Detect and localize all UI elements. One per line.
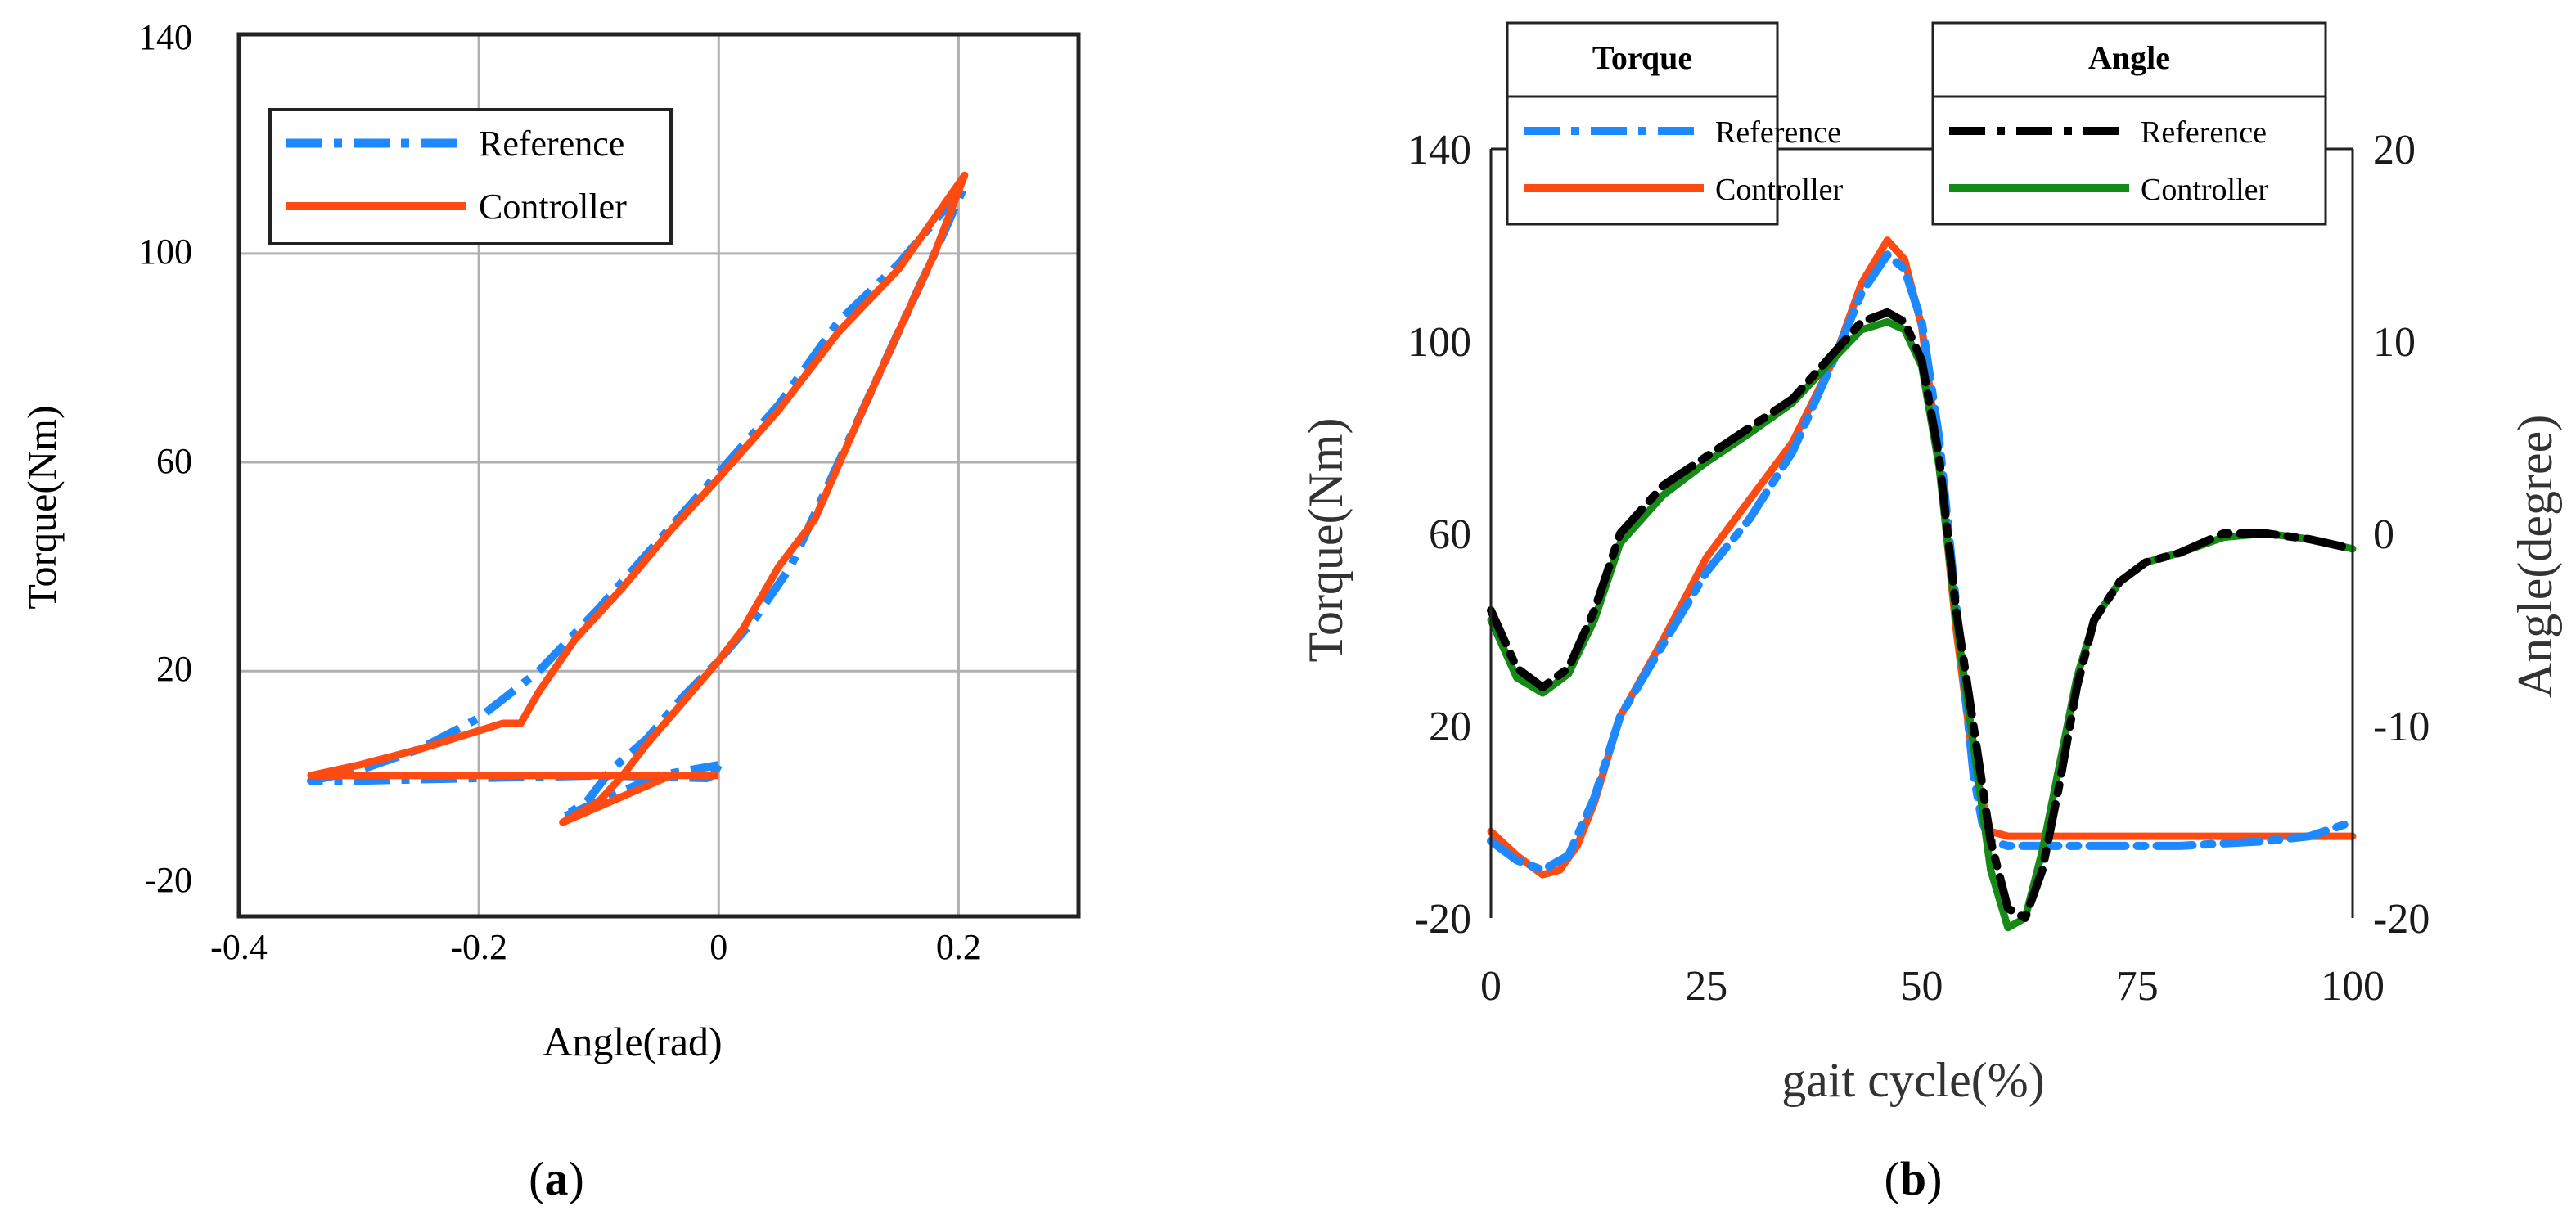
panel-b-y2-tick-label: 20: [2373, 127, 2416, 173]
panel-a-legend-reference-label: Reference: [479, 124, 624, 164]
panel-a-y-tick-label: 100: [138, 232, 192, 272]
panel-b-legend-angle-reference-label: Reference: [2141, 115, 2267, 150]
panel-b-y2-tick-label: -10: [2373, 704, 2430, 750]
panel-b-caption: (b): [1885, 1152, 1943, 1205]
panel-a-y-tick-label: 60: [156, 441, 192, 481]
panel-b-legend-angle-title: Angle: [2088, 39, 2170, 76]
panel-b-legend-torque-reference-label: Reference: [1715, 115, 1841, 150]
panel-b-x-tick-labels: 0 25 50 75 100: [1480, 963, 2385, 1010]
panel-a-y-tick-labels: -20 20 60 100 140: [138, 17, 192, 900]
panel-a-lines: [306, 171, 969, 826]
panel-b-series-torque-reference: [1487, 250, 2357, 875]
panel-b-x-tick-label: 50: [1901, 963, 1943, 1010]
panel-b-legend-angle: Angle Reference Controller: [1931, 21, 2327, 226]
panel-a-x-tick-label: -0.4: [210, 927, 268, 967]
panel-b-series-torque-controller: [1487, 236, 2357, 879]
panel-a-series-controller: [307, 171, 969, 826]
panel-b-x-axis-label: gait cycle(%): [1781, 1053, 2044, 1107]
panel-b-x-tick-label: 25: [1685, 963, 1727, 1010]
panel-b-y-tick-label: 140: [1407, 127, 1471, 173]
panel-a-legend-box: [268, 108, 673, 245]
panel-b-y-tick-label: 100: [1407, 319, 1471, 366]
panel-a-x-tick-label: 0.2: [936, 927, 981, 967]
panel-a-caption: (a): [529, 1152, 584, 1205]
panel-b-x-tick-label: 100: [2321, 963, 2385, 1010]
panel-b-legend-angle-box: [1931, 95, 2327, 226]
panel-b-legend-torque-controller-label: Controller: [1715, 173, 1844, 207]
panel-a-x-tick-label: -0.2: [450, 927, 507, 967]
panel-b-y-tick-labels: -20 20 60 100 140: [1407, 127, 1471, 943]
panel-b-y2-tick-label: 0: [2373, 511, 2394, 558]
panel-b-legend-angle-controller-label: Controller: [2141, 173, 2269, 207]
panel-b-y-tick-label: -20: [1415, 896, 1471, 943]
panel-a-x-tick-label: 0: [709, 927, 727, 967]
panel-b-legend-torque-title: Torque: [1592, 39, 1692, 76]
panel-a-legend-controller-label: Controller: [479, 187, 627, 227]
panel-b-y2-tick-label: -20: [2373, 896, 2430, 943]
panel-b-y2-tick-labels: -20 -10 0 10 20: [2373, 127, 2430, 943]
panel-b-x-tick-label: 75: [2116, 963, 2159, 1010]
panel-b-lines: [1487, 236, 2357, 932]
panel-b-legend-torque: Torque Reference Controller: [1506, 21, 1844, 226]
panel-a: -0.4 -0.2 0 0.2 -20 20 60 100 140 Reference Con…: [19, 17, 1081, 1205]
panel-b-x-tick-label: 0: [1480, 963, 1502, 1010]
panel-a-y-tick-label: -20: [144, 860, 192, 900]
panel-b: 0 25 50 75 100 -20 20 60 100 140 -20 -10 0 10 20 Tor…: [1299, 21, 2562, 1205]
panel-b-legend-angle-title-box: [1931, 21, 2327, 98]
panel-a-x-axis-label: Angle(rad): [543, 1019, 722, 1064]
panel-b-y-axis-label: Torque(Nm): [1299, 417, 1353, 662]
panel-b-y-tick-label: 60: [1429, 511, 1471, 558]
panel-b-y2-axis-label: Angle(degree): [2508, 415, 2562, 698]
panel-a-x-tick-labels: -0.4 -0.2 0 0.2: [210, 927, 981, 967]
panel-a-y-axis-label: Torque(Nm): [19, 405, 65, 609]
panel-a-y-tick-label: 20: [156, 649, 192, 689]
panel-a-series-reference: [306, 182, 969, 821]
panel-b-y-tick-label: 20: [1429, 704, 1471, 750]
panel-a-plot-frame: [236, 32, 1081, 919]
panel-b-y2-tick-label: 10: [2373, 319, 2416, 366]
panel-a-legend: Reference Controller: [268, 108, 673, 245]
panel-a-y-tick-label: 140: [138, 17, 192, 57]
panel-b-series-angle-reference: [1487, 308, 2357, 922]
panel-b-legend-torque-box: [1506, 95, 1779, 226]
